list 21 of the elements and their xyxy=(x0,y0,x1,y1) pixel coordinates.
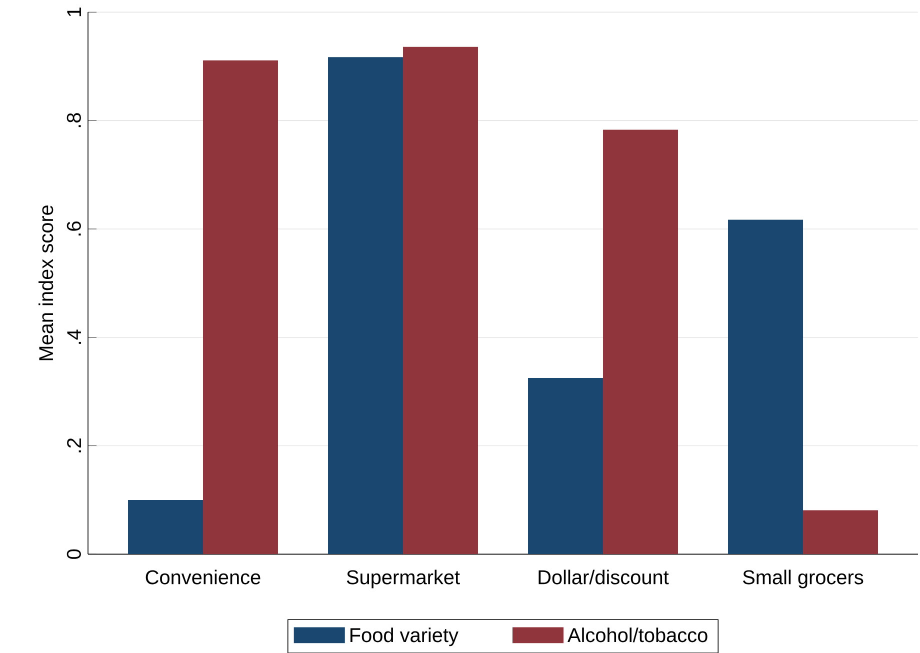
x-tick-label: Convenience xyxy=(146,570,260,584)
bar xyxy=(803,510,878,554)
y-tick-label: 0 xyxy=(66,549,81,559)
bar xyxy=(403,46,478,554)
y-tick-label: .4 xyxy=(67,329,81,344)
y-tick-label: .6 xyxy=(66,221,81,236)
bar xyxy=(728,220,804,554)
y-tick-label: 1 xyxy=(67,7,81,16)
y-tick-label: .8 xyxy=(66,112,81,127)
bar xyxy=(128,500,203,554)
legend-label: Food variety xyxy=(350,627,458,646)
bar xyxy=(528,378,604,554)
y-tick-label: .2 xyxy=(67,438,81,452)
bar xyxy=(328,56,404,554)
legend-label: Alcohol/tobacco xyxy=(568,627,708,642)
bar xyxy=(603,130,678,554)
y-axis-title: Mean index score xyxy=(38,205,54,360)
x-tick-label: Supermarket xyxy=(346,570,460,588)
x-tick-label: Small grocers xyxy=(743,570,864,588)
x-tick-label: Dollar/discount xyxy=(538,570,669,584)
bar xyxy=(203,60,278,554)
